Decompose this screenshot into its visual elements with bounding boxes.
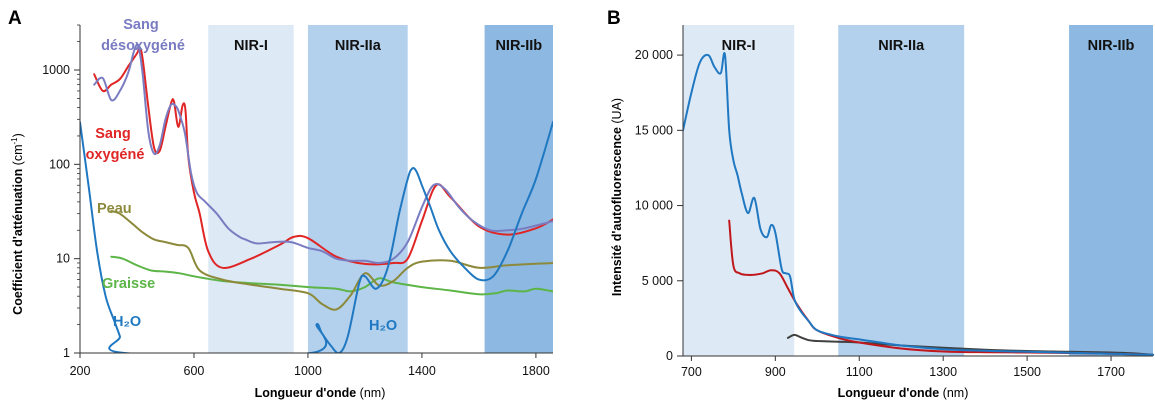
label-h2o-left: H₂O <box>113 314 141 330</box>
panel-a-axes: 1 10 100 1000 200 600 1000 1400 1800 <box>42 24 553 378</box>
x-tick-label: 200 <box>70 364 91 378</box>
y-tick-label: 20 000 <box>635 48 673 62</box>
x-tick-label: 1000 <box>294 364 322 378</box>
series-line-autofluorescence-blue <box>683 52 1154 356</box>
y-tick-label: 15 000 <box>635 123 673 137</box>
y-tick-label: 5 000 <box>642 274 673 288</box>
x-tick-label: 1100 <box>846 365 873 379</box>
panel-b-y-axis-title: Intensité d'autofluorescence (UA) <box>610 98 624 296</box>
label-sang-desoxygene: Sang désoxygéné <box>101 17 185 54</box>
band-nir-i <box>683 25 795 356</box>
series-line-h-o <box>80 121 553 353</box>
label-sang-oxygene: Sang oxygéné <box>86 126 145 163</box>
panel-a: NIR-I NIR-IIa NIR-IIb 1 10 100 1000 200 600 1000… <box>8 8 553 400</box>
panel-a-bands: NIR-I NIR-IIa NIR-IIb <box>208 25 553 353</box>
band-label-nir-i: NIR-I <box>234 38 268 54</box>
x-tick-label: 1800 <box>522 364 550 378</box>
panel-b-x-axis-title: Longueur d'onde (nm) <box>838 386 969 400</box>
x-tick-label: 700 <box>681 365 702 379</box>
panel-a-x-axis-title: Longueur d'onde (nm) <box>255 386 386 400</box>
x-tick-label: 900 <box>765 365 786 379</box>
label-peau: Peau <box>97 201 132 217</box>
panel-b-series <box>683 52 1154 356</box>
y-tick-label: 10 000 <box>635 199 673 213</box>
series-line-sang-desoxygene <box>93 43 553 265</box>
panel-b-letter: B <box>607 8 621 29</box>
series-line-peau <box>110 210 553 311</box>
x-tick-label: 1300 <box>929 365 957 379</box>
y-tick-label: 10 <box>56 252 70 266</box>
series-line-graisse <box>110 255 553 296</box>
band-label-nir-iia: NIR-IIa <box>878 38 925 54</box>
y-tick-label: 100 <box>49 157 70 171</box>
panel-a-series <box>80 43 553 353</box>
band-nir-iia <box>307 25 408 353</box>
panel-a-letter: A <box>8 8 22 29</box>
band-label-nir-i: NIR-I <box>722 38 756 54</box>
x-tick-label: 600 <box>184 364 205 378</box>
band-label-nir-iib: NIR-IIb <box>495 38 542 54</box>
band-nir-iib <box>484 25 553 353</box>
panel-b-bands: NIR-I NIR-IIa NIR-IIb <box>683 25 1153 356</box>
x-tick-label: 1500 <box>1013 365 1041 379</box>
panel-a-y-axis-title: Coefficient d'atténuation (cm-1) <box>10 133 25 315</box>
band-nir-iib <box>1069 25 1153 356</box>
y-tick-label: 1000 <box>42 63 70 77</box>
x-tick-label: 1400 <box>408 364 436 378</box>
band-label-nir-iia: NIR-IIa <box>335 38 382 54</box>
y-tick-label: 1 <box>63 346 70 360</box>
label-h2o-right: H₂O <box>369 318 397 334</box>
panel-b: NIR-I NIR-IIa NIR-IIb 0 5 000 10 000 15 000 20… <box>607 8 1154 400</box>
panel-b-axes: 0 5 000 10 000 15 000 20 000 700 900 1100 1300 15… <box>635 25 1153 379</box>
band-label-nir-iib: NIR-IIb <box>1088 38 1135 54</box>
x-tick-label: 1700 <box>1097 365 1125 379</box>
band-nir-iia <box>838 25 965 356</box>
label-graisse: Graisse <box>102 276 155 292</box>
y-tick-label: 0 <box>666 349 673 363</box>
band-nir-i <box>208 25 294 353</box>
